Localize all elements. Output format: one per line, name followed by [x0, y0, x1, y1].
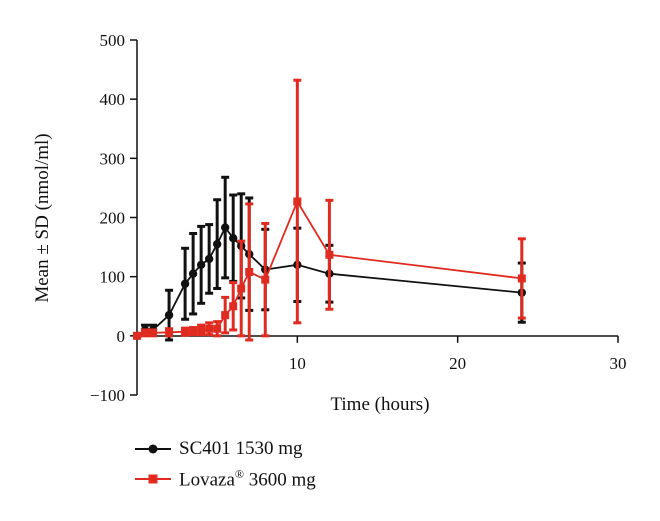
data-point	[204, 254, 214, 264]
x-tick-label: 10	[289, 354, 306, 373]
data-point	[229, 302, 238, 311]
legend: SC401 1530 mg Lovaza® 3600 mg	[133, 434, 316, 494]
legend-label-sc401: SC401 1530 mg	[179, 438, 303, 459]
legend-label-lovaza-sup: ®	[234, 466, 245, 481]
data-point	[325, 250, 334, 259]
data-point	[205, 324, 214, 333]
data-point	[196, 260, 206, 270]
data-point	[165, 328, 174, 337]
x-axis-title: Time (hours)	[330, 394, 429, 415]
data-point	[189, 327, 198, 336]
data-point	[293, 197, 302, 206]
data-point	[221, 311, 230, 320]
data-point	[237, 284, 246, 293]
data-point	[229, 234, 238, 243]
data-point	[213, 324, 222, 333]
legend-label-lovaza-suffix: 3600 mg	[244, 469, 316, 491]
axes	[136, 40, 618, 395]
data-point	[133, 331, 141, 340]
y-tick-label: 100	[100, 268, 126, 287]
data-point	[220, 223, 230, 232]
series-1	[133, 78, 526, 342]
data-point	[261, 275, 270, 284]
ticks: −100 0 100 200 300 400 500 10 20 30	[90, 31, 627, 405]
legend-marker-sc401	[135, 444, 171, 454]
data-point	[141, 328, 150, 337]
legend-item-lovaza: Lovaza® 3600 mg	[133, 464, 316, 494]
data-point	[149, 328, 158, 337]
data-point	[245, 267, 254, 276]
data-point	[188, 269, 198, 278]
x-tick-label: 30	[610, 354, 627, 373]
legend-label-lovaza: Lovaza® 3600 mg	[179, 467, 316, 491]
data-point	[197, 325, 206, 334]
y-tick-label: 400	[100, 90, 126, 109]
data-point	[212, 239, 222, 249]
legend-item-sc401: SC401 1530 mg	[133, 434, 316, 464]
data-point	[517, 274, 526, 283]
y-tick-label: 300	[100, 149, 126, 168]
y-tick-label: 0	[117, 327, 126, 346]
y-tick-label: 200	[100, 209, 126, 228]
series-layer	[132, 78, 526, 342]
legend-marker-lovaza	[135, 474, 171, 484]
y-tick-label: −100	[90, 386, 125, 405]
x-tick-label: 20	[449, 354, 466, 373]
data-point	[181, 327, 190, 336]
data-point	[164, 310, 174, 320]
y-axis-title: Mean ± SD (nmol/ml)	[32, 133, 53, 302]
data-point	[180, 279, 190, 288]
y-tick-label: 500	[100, 31, 126, 50]
legend-label-lovaza-main: Lovaza	[179, 469, 235, 491]
